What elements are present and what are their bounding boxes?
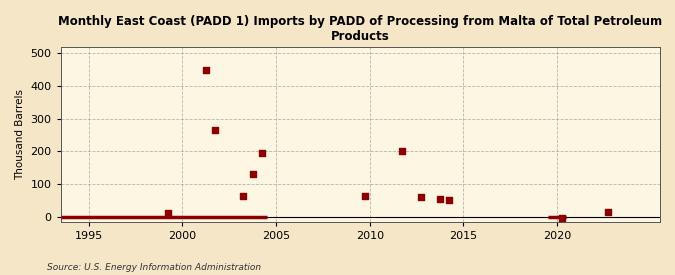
Point xyxy=(256,151,267,155)
Point xyxy=(435,197,446,201)
Title: Monthly East Coast (PADD 1) Imports by PADD of Processing from Malta of Total Pe: Monthly East Coast (PADD 1) Imports by P… xyxy=(58,15,662,43)
Point xyxy=(163,211,173,215)
Point xyxy=(200,68,211,72)
Point xyxy=(556,216,567,221)
Y-axis label: Thousand Barrels: Thousand Barrels xyxy=(15,89,25,180)
Point xyxy=(210,128,221,133)
Point xyxy=(360,193,371,198)
Point xyxy=(444,198,455,203)
Point xyxy=(603,210,614,214)
Point xyxy=(416,195,427,199)
Point xyxy=(238,193,248,198)
Text: Source: U.S. Energy Information Administration: Source: U.S. Energy Information Administ… xyxy=(47,263,261,272)
Point xyxy=(247,172,258,177)
Point xyxy=(397,149,408,154)
